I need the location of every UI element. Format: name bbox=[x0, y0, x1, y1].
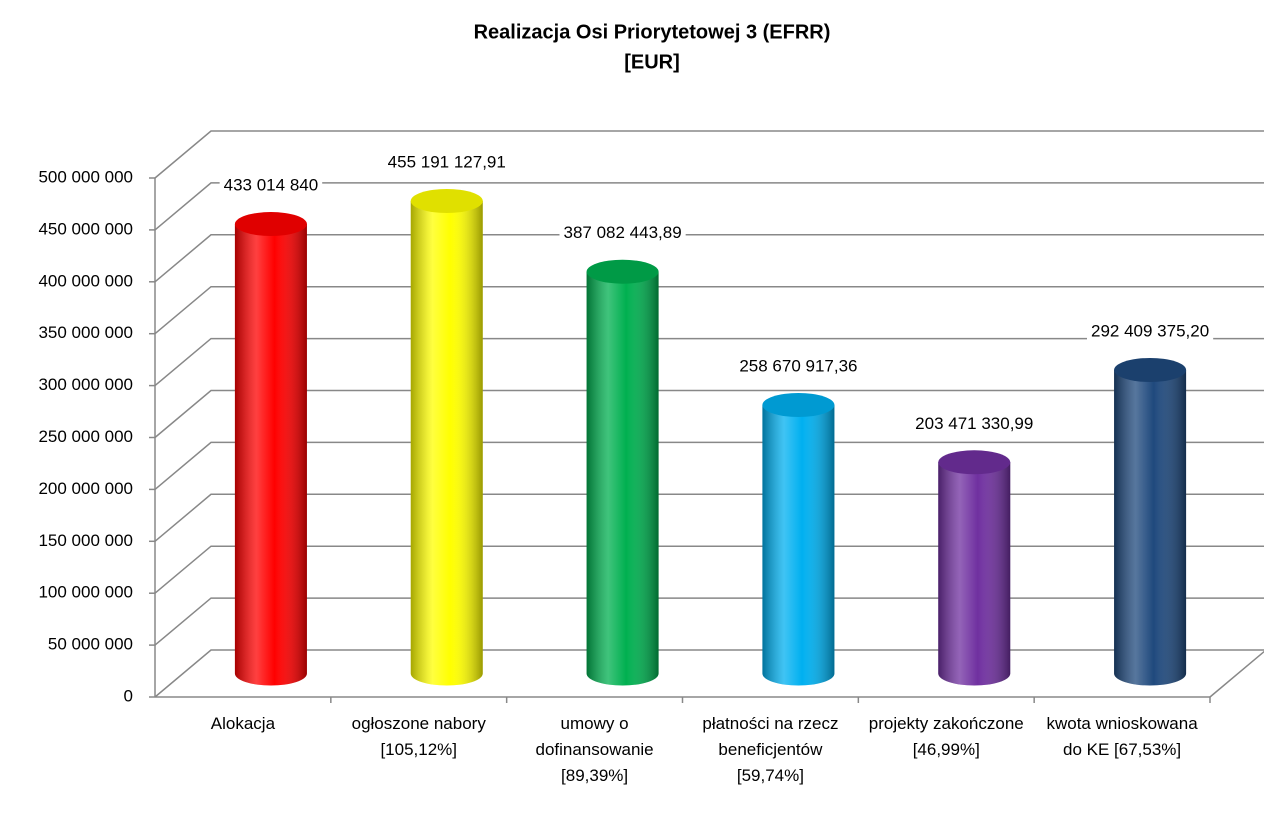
value-label: 387 082 443,89 bbox=[563, 223, 681, 242]
grid-line bbox=[154, 649, 1264, 698]
y-tick-label: 50 000 000 bbox=[48, 635, 133, 654]
value-label-bg bbox=[383, 150, 510, 174]
x-tick-label-box: płatności na rzecz beneficjentów [59,74%… bbox=[702, 714, 839, 785]
value-label-bg bbox=[735, 354, 862, 378]
grid-line bbox=[154, 130, 1264, 179]
bar-top bbox=[234, 212, 307, 237]
x-tick-label-box: kwota wnioskowana do KE [67,53%] bbox=[1046, 714, 1198, 759]
bar-shade bbox=[586, 271, 659, 686]
value-label: 203 471 330,99 bbox=[915, 414, 1033, 433]
grid-line bbox=[154, 285, 1264, 335]
value-label-bg bbox=[911, 411, 1038, 435]
bar-shade bbox=[234, 224, 307, 686]
y-tick-label: 400 000 000 bbox=[38, 271, 133, 290]
x-tick-label: projekty zakończone [46,99%] bbox=[868, 714, 1024, 759]
x-tick-label: umowy o dofinansowanie [89,39%] bbox=[535, 714, 654, 785]
y-tick-label: 350 000 000 bbox=[38, 323, 133, 342]
value-label: 292 409 375,20 bbox=[1091, 321, 1209, 340]
grid-line bbox=[154, 597, 1264, 646]
bar-shade bbox=[938, 462, 1011, 686]
y-tick-label: 200 000 000 bbox=[38, 479, 133, 498]
value-label-bg bbox=[1086, 319, 1214, 343]
bar bbox=[1114, 357, 1187, 686]
chart-title: Realizacja Osi Priorytetowej 3 (EFRR) bbox=[474, 21, 831, 43]
grid-line bbox=[154, 545, 1264, 594]
bar-top-shade bbox=[234, 212, 307, 237]
bar-top bbox=[938, 450, 1011, 475]
x-tick-label: kwota wnioskowana do KE [67,53%] bbox=[1046, 714, 1198, 759]
bar-top bbox=[410, 189, 483, 214]
chart-subtitle: [EUR] bbox=[624, 51, 680, 73]
bar-top bbox=[762, 392, 835, 417]
bar-shade bbox=[1114, 369, 1187, 686]
bar bbox=[234, 212, 307, 686]
floor-edge bbox=[1209, 650, 1264, 698]
value-label: 455 191 127,91 bbox=[388, 152, 506, 171]
y-tick-label: 450 000 000 bbox=[38, 219, 133, 238]
grid-line bbox=[154, 389, 1264, 439]
value-label-bg bbox=[219, 173, 323, 197]
bar-shade bbox=[410, 201, 483, 686]
value-label: 258 670 917,36 bbox=[739, 356, 857, 375]
bar bbox=[762, 392, 835, 686]
x-tick-label-box: Alokacja bbox=[210, 714, 276, 733]
bar-top-shade bbox=[938, 450, 1011, 475]
bar bbox=[938, 450, 1011, 686]
y-tick-label: 0 bbox=[124, 686, 133, 705]
x-tick-label: ogłoszone nabory [105,12%] bbox=[351, 714, 486, 759]
bar-top-shade bbox=[410, 189, 483, 214]
bar-top-shade bbox=[586, 259, 659, 284]
bar-top bbox=[586, 259, 659, 284]
x-tick-label-box: ogłoszone nabory [105,12%] bbox=[351, 714, 486, 759]
y-tick-label: 100 000 000 bbox=[38, 583, 133, 602]
bar-top-shade bbox=[1114, 357, 1187, 382]
y-tick-label: 500 000 000 bbox=[38, 167, 133, 186]
grid-line bbox=[154, 337, 1264, 387]
grid-line bbox=[154, 441, 1264, 490]
value-label: 433 014 840 bbox=[224, 176, 319, 195]
x-tick-label: płatności na rzecz beneficjentów [59,74%… bbox=[702, 714, 839, 785]
bar-top-shade bbox=[762, 392, 835, 417]
grid-line bbox=[154, 234, 1264, 283]
y-tick-label: 250 000 000 bbox=[38, 427, 133, 446]
bar bbox=[586, 259, 659, 686]
y-tick-label: 300 000 000 bbox=[38, 375, 133, 394]
grid-line bbox=[154, 182, 1264, 231]
bar-top bbox=[1114, 357, 1187, 382]
x-tick-label-box: projekty zakończone [46,99%] bbox=[868, 714, 1024, 759]
bar-shade bbox=[762, 404, 835, 686]
y-tick-label: 150 000 000 bbox=[38, 531, 133, 550]
x-tick-label: Alokacja bbox=[210, 714, 276, 733]
bar bbox=[410, 189, 483, 686]
x-tick-label-box: umowy o dofinansowanie [89,39%] bbox=[535, 714, 654, 785]
grid-line bbox=[154, 493, 1264, 542]
value-label-bg bbox=[559, 221, 686, 245]
